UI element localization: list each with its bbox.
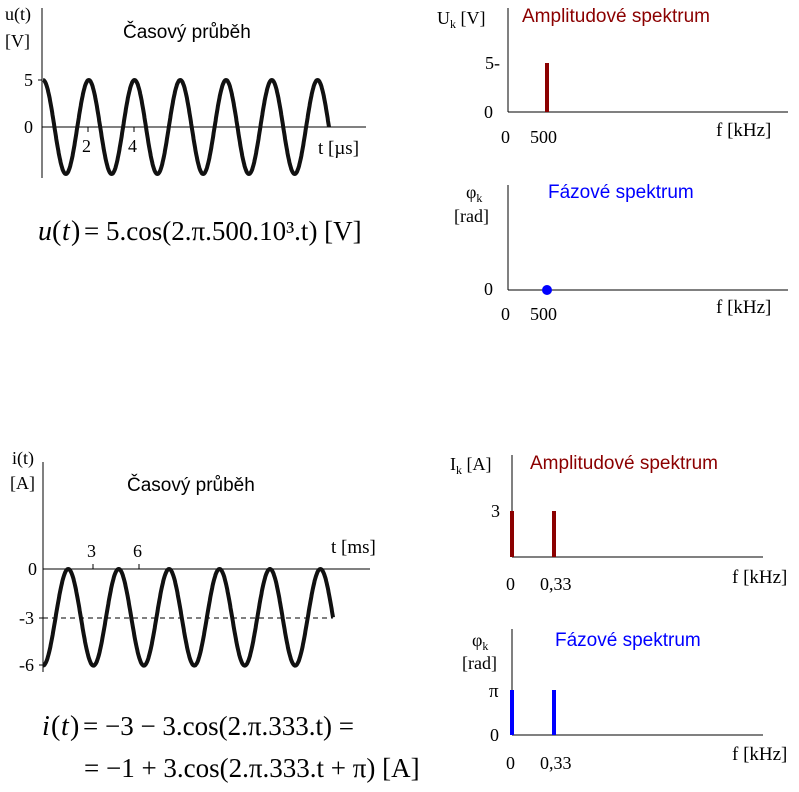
u-formula-rparen: ) — [71, 216, 80, 247]
i-time-ytick-label-3: -3 — [19, 608, 34, 628]
u-phase-xtick-label-0: 0 — [501, 304, 510, 324]
i-phase-title: Fázové spektrum — [555, 630, 701, 651]
i-amp-ylabel: Ik [A] — [450, 454, 492, 477]
i-formula: i ( t ) = −3 − 3.cos(2.π.333.t) = = −1 +… — [42, 711, 420, 783]
i-time-ytick-label-0: 0 — [28, 559, 37, 579]
u-formula-lhs: u — [38, 216, 52, 247]
u-time-ytick-label-0: 0 — [24, 117, 33, 137]
u-time-yunit: [V] — [5, 31, 30, 51]
i-phase-yunit: [rad] — [462, 653, 497, 673]
i-time-ytick-label-6: -6 — [19, 655, 34, 675]
u-amp-ytick-label-5: 5- — [485, 53, 500, 73]
i-time-title: Časový průběh — [127, 474, 255, 496]
i-time-panel: i(t) [A] Časový průběh 0 -3 -6 3 6 t [ms… — [10, 448, 420, 783]
u-time-ytick-label-5: 5 — [24, 70, 33, 90]
u-formula-var: t — [62, 216, 71, 247]
u-amp-ylabel: Uk [V] — [437, 8, 486, 31]
i-formula-rparen: ) — [70, 711, 79, 742]
i-amp-title: Amplitudové spektrum — [530, 453, 718, 474]
u-phase-xlabel: f [kHz] — [716, 297, 771, 318]
u-time-xtick-label-4: 4 — [128, 136, 137, 156]
u-time-ylabel: u(t) — [5, 4, 31, 25]
i-amp-ytick-label-3: 3 — [491, 501, 500, 521]
u-phase-panel: φk [rad] Fázové spektrum 0 0 500 f [kHz] — [454, 182, 788, 324]
u-phase-point-500 — [542, 285, 552, 295]
i-formula-line2: = −1 + 3.cos(2.π.333.t + π) [A] — [84, 753, 420, 783]
i-formula-line1-rhs: = −3 − 3.cos(2.π.333.t) = — [83, 711, 354, 741]
i-time-yunit: [A] — [10, 473, 35, 493]
i-phase-xtick-label-0: 0 — [506, 753, 515, 773]
u-formula: u ( t ) = 5.cos(2.π.500.10³.t) [V] — [38, 216, 362, 247]
i-amp-panel: Ik [A] Amplitudové spektrum 3 0 0,33 f [… — [450, 453, 787, 594]
i-formula-lparen: ( — [51, 711, 60, 742]
i-formula-lhs: i — [42, 711, 50, 742]
u-phase-ylabel: φk — [466, 182, 482, 205]
u-formula-lparen: ( — [52, 216, 61, 247]
u-amp-panel: Uk [V] Amplitudové spektrum 5- 0 0 500 f… — [437, 6, 788, 147]
u-time-title: Časový průběh — [123, 21, 251, 43]
i-time-xtick-label-3: 3 — [87, 541, 96, 561]
i-amp-xtick-label-033: 0,33 — [540, 574, 572, 594]
i-phase-ylabel: φk — [472, 630, 488, 653]
u-amp-title: Amplitudové spektrum — [522, 6, 710, 27]
i-phase-ytick-label-pi: π — [489, 681, 499, 702]
u-formula-rhs: = 5.cos(2.π.500.10³.t) [V] — [84, 216, 362, 246]
u-phase-xtick-label-500: 500 — [530, 304, 557, 324]
i-phase-ytick-label-0: 0 — [490, 725, 499, 745]
i-amp-xlabel: f [kHz] — [732, 567, 787, 588]
i-phase-panel: φk [rad] Fázové spektrum π 0 0 0,33 f [k… — [462, 629, 787, 773]
i-time-waveform — [42, 566, 335, 668]
i-phase-xtick-label-033: 0,33 — [540, 753, 572, 773]
i-time-xlabel: t [ms] — [331, 537, 376, 558]
u-phase-ytick-label-0: 0 — [484, 279, 493, 299]
i-phase-xlabel: f [kHz] — [732, 744, 787, 765]
u-amp-ytick-label-0: 0 — [484, 102, 493, 122]
u-phase-yunit: [rad] — [454, 206, 489, 226]
u-amp-xlabel: f [kHz] — [716, 120, 771, 141]
i-formula-var: t — [61, 711, 70, 742]
u-time-panel: u(t) [V] Časový průběh 5 0 2 4 t [µs] u … — [5, 4, 366, 247]
u-amp-xtick-label-500: 500 — [530, 127, 557, 147]
u-time-waveform — [42, 77, 331, 177]
u-time-xtick-label-2: 2 — [82, 136, 91, 156]
i-time-ylabel: i(t) — [12, 448, 34, 469]
u-time-xlabel: t [µs] — [318, 138, 359, 159]
i-time-xtick-label-6: 6 — [133, 541, 142, 561]
u-phase-title: Fázové spektrum — [548, 182, 694, 203]
i-amp-xtick-label-0: 0 — [506, 574, 515, 594]
u-amp-xtick-label-0: 0 — [501, 127, 510, 147]
